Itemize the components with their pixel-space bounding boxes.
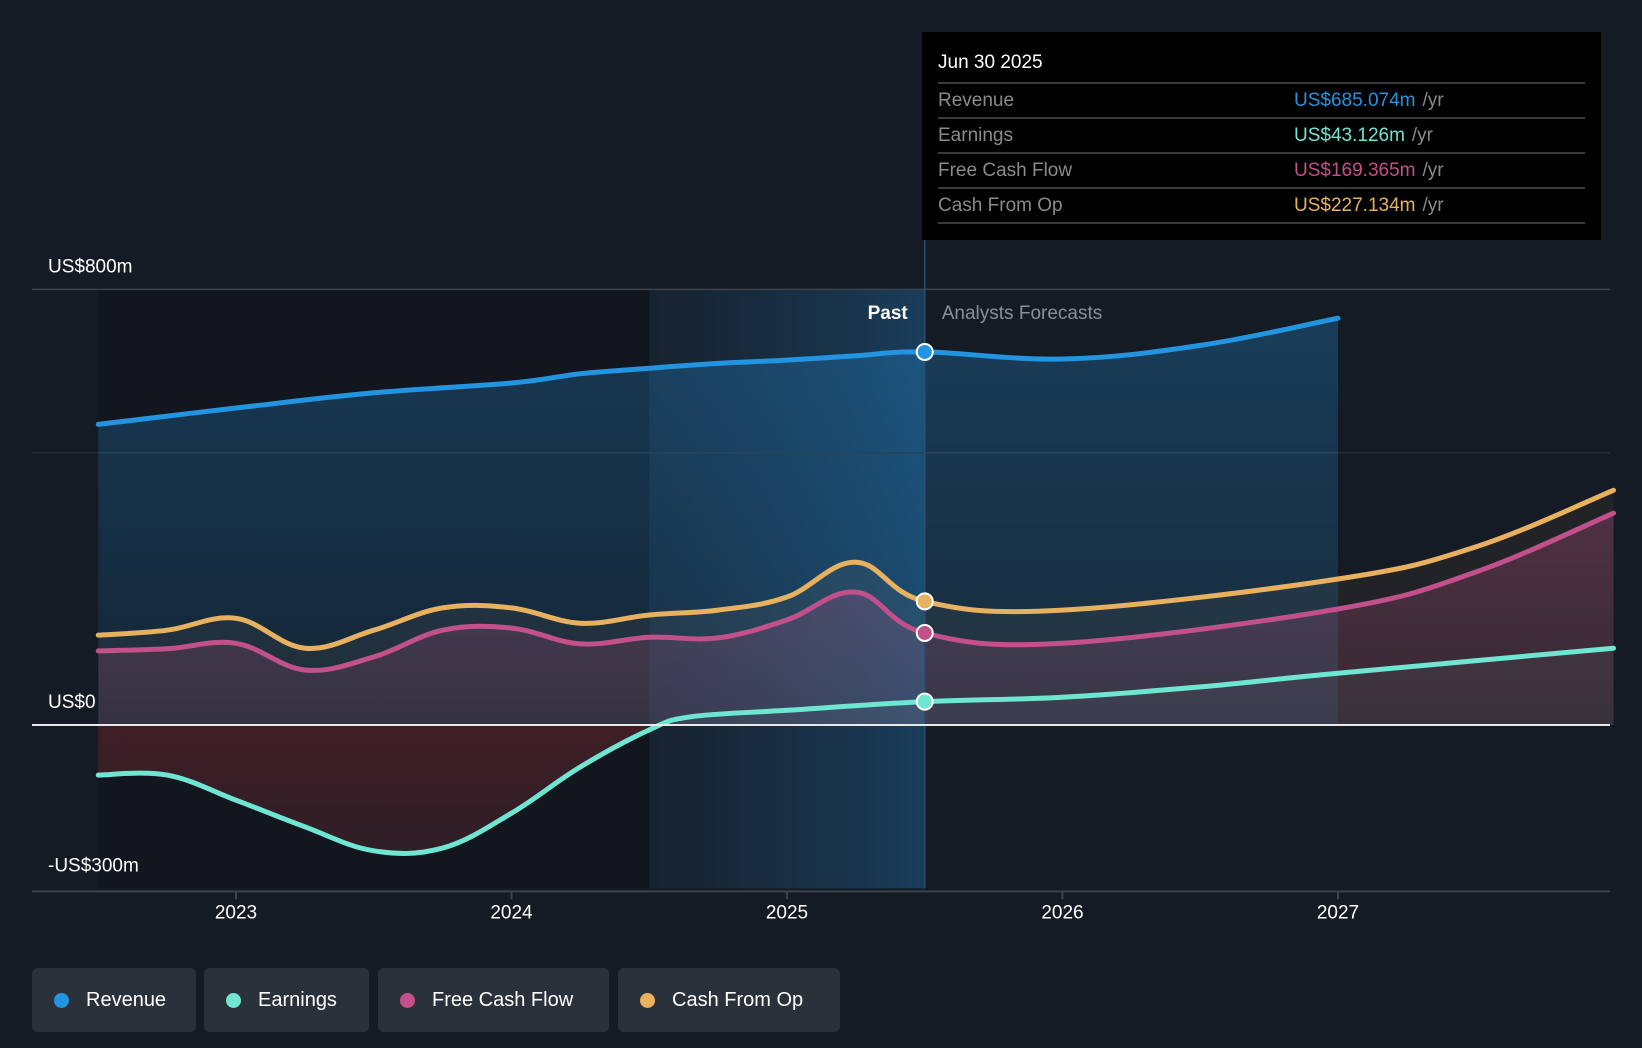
tooltip-label: Cash From Op <box>938 195 1063 216</box>
forecast-label: Analysts Forecasts <box>942 303 1103 324</box>
tooltip: Jun 30 2025 Revenue US$685.074m /yr Earn… <box>922 32 1601 240</box>
tooltip-unit: /yr <box>1422 195 1444 216</box>
legend-label: Cash From Op <box>672 988 804 1011</box>
earnings-line <box>95 645 1616 856</box>
free-cash-flow-line <box>95 510 1616 673</box>
free-cash-flow-area <box>98 513 1614 725</box>
earnings-marker <box>915 692 934 711</box>
y-tick-label: -US$300m <box>48 855 139 876</box>
cash-from-op-area <box>98 490 1614 725</box>
tooltip-label: Free Cash Flow <box>938 160 1073 181</box>
revenue-line <box>95 315 1341 427</box>
x-tick-label: 2025 <box>766 902 808 923</box>
tooltip-unit: /yr <box>1422 160 1444 181</box>
tooltip-label: Revenue <box>938 90 1015 111</box>
tooltip-unit: /yr <box>1422 90 1444 111</box>
revenue-area <box>98 318 1338 725</box>
revenue-marker <box>915 342 934 361</box>
free-cash-flow-marker <box>915 623 934 642</box>
cash-from-op-line <box>95 487 1616 651</box>
tooltip-label: Earnings <box>938 125 1013 146</box>
tooltip-value: US$685.074m <box>1294 90 1416 111</box>
tooltip-value: US$43.126m <box>1294 125 1405 146</box>
x-tick-label: 2026 <box>1041 902 1083 923</box>
legend-label: Free Cash Flow <box>432 988 574 1011</box>
cash-from-op-marker <box>915 592 934 611</box>
legend-label: Revenue <box>86 988 167 1011</box>
tooltip-row-earnings: Earnings US$43.126m /yr <box>938 119 1585 154</box>
x-tick-label: 2024 <box>490 902 533 923</box>
tooltip-row-cash-from-op: Cash From Op US$227.134m /yr <box>938 189 1585 224</box>
revenue-dot-icon <box>54 992 69 1008</box>
tooltip-unit: /yr <box>1411 125 1434 146</box>
y-tick-label: US$800m <box>48 256 133 277</box>
tooltip-row-free-cash-flow: Free Cash Flow US$169.365m /yr <box>938 154 1585 189</box>
y-tick-label: US$0 <box>48 692 96 713</box>
tooltip-row-revenue: Revenue US$685.074m /yr <box>938 84 1585 119</box>
legend-item-free-cash-flow[interactable]: Free Cash Flow <box>378 968 609 1032</box>
x-tick-label: 2027 <box>1317 902 1359 923</box>
tooltip-date: Jun 30 2025 <box>938 46 1585 84</box>
x-tick-label: 2023 <box>215 902 257 923</box>
legend-item-earnings[interactable]: Earnings <box>204 968 369 1032</box>
legend-item-revenue[interactable]: Revenue <box>32 968 196 1032</box>
free-cash-flow-dot-icon <box>400 992 415 1008</box>
tooltip-value: US$227.134m <box>1294 195 1416 216</box>
legend-label: Earnings <box>258 988 337 1011</box>
past-label: Past <box>868 303 909 324</box>
earnings-dot-icon <box>226 992 241 1008</box>
tooltip-value: US$169.365m <box>1294 160 1416 181</box>
earnings-negative-area <box>98 725 1614 854</box>
legend-item-cash-from-op[interactable]: Cash From Op <box>618 968 840 1032</box>
cash-from-op-dot-icon <box>640 992 655 1008</box>
